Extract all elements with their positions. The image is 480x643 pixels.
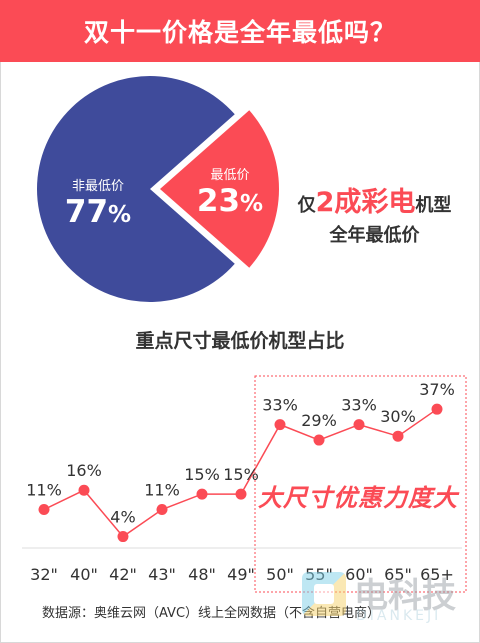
data-label: 29% <box>301 411 337 430</box>
x-tick-label: 49" <box>227 565 255 584</box>
data-label: 4% <box>110 508 135 527</box>
page-title-text: 双十一价格是全年最低吗？ <box>83 18 396 47</box>
pie-chart <box>36 75 279 303</box>
data-label: 15% <box>223 465 259 484</box>
data-point <box>392 430 404 442</box>
data-point <box>196 488 208 500</box>
pie-label-lowest-name: 最低价 <box>210 168 250 183</box>
data-point <box>235 488 247 500</box>
pie-label-non-lowest-value: 77% <box>64 194 132 230</box>
data-label: 11% <box>144 481 180 500</box>
pie-label-lowest-value: 23% <box>196 183 264 219</box>
data-point <box>117 531 129 543</box>
data-label: 37% <box>419 380 455 399</box>
data-label: 33% <box>262 396 298 415</box>
page-title: 双十一价格是全年最低吗？ <box>0 0 480 62</box>
callout-highlight: 2成彩电 <box>315 187 416 218</box>
summary-callout: 仅2成彩电机型 全年最低价 <box>272 180 477 247</box>
pie-label-non-lowest: 非最低价 77% <box>58 175 138 230</box>
x-tick-label: 40" <box>70 565 98 584</box>
source-note: 数据源：奥维云网（AVC）线上全网数据（不含自营电商） <box>42 606 381 621</box>
highlight-box <box>254 375 467 593</box>
data-point <box>78 484 90 496</box>
callout-line-1: 仅2成彩电机型 <box>297 187 452 218</box>
x-tick-label: 42" <box>109 565 137 584</box>
x-tick-label: 50" <box>266 565 294 584</box>
brand-logo-icon <box>302 572 346 616</box>
pie-label-lowest: 最低价 23% <box>192 164 268 219</box>
x-tick-label: 43" <box>148 565 176 584</box>
data-point <box>274 419 286 431</box>
pie-slice-non-lowest <box>36 75 235 303</box>
x-tick-label: 60" <box>345 565 373 584</box>
brand-sub: DIANKEJI <box>356 608 442 624</box>
callout-line-2: 全年最低价 <box>329 225 420 246</box>
data-point <box>431 403 443 415</box>
pie-slice-lowest <box>160 110 279 268</box>
line-chart-title: 重点尺寸最低价机型占比 <box>135 330 345 352</box>
brand-watermark: 电科技 DIANKEJI <box>302 568 472 630</box>
pie-label-non-lowest-name: 非最低价 <box>71 179 124 194</box>
x-tick-label: 48" <box>188 565 216 584</box>
data-point <box>353 419 365 431</box>
data-point <box>156 504 168 516</box>
data-label: 33% <box>341 396 377 415</box>
data-point <box>313 434 325 446</box>
x-tick-label: 32" <box>30 565 58 584</box>
data-label: 16% <box>66 461 102 480</box>
highlight-label: 大尺寸优惠力度大 <box>258 484 458 512</box>
data-label: 11% <box>26 481 62 500</box>
x-tick-label: 65+ <box>420 565 454 584</box>
x-tick-label: 65" <box>384 565 412 584</box>
data-point <box>38 504 50 516</box>
brand-name: 电科技 <box>354 576 456 616</box>
data-label: 30% <box>380 407 416 426</box>
data-label: 15% <box>184 465 220 484</box>
